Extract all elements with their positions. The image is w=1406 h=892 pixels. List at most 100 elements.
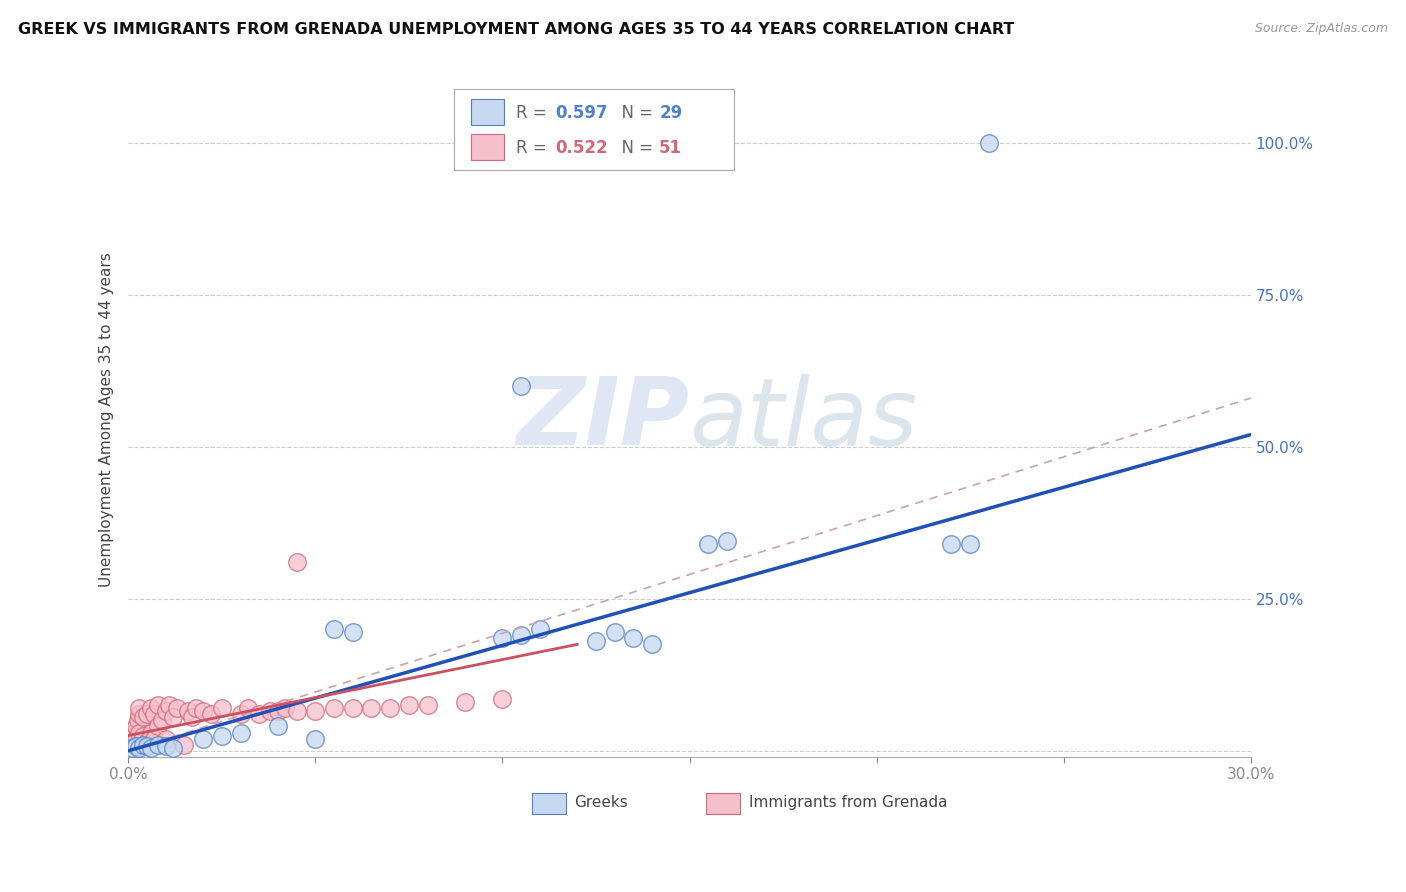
Point <box>342 625 364 640</box>
Point <box>125 731 148 746</box>
Point <box>211 701 233 715</box>
Text: ZIP: ZIP <box>516 374 689 466</box>
Point <box>139 740 162 755</box>
Point <box>977 136 1000 150</box>
Point <box>274 701 297 715</box>
Point <box>180 710 202 724</box>
Point <box>136 734 159 748</box>
Point <box>603 625 626 640</box>
Point <box>360 701 382 715</box>
Point <box>148 738 170 752</box>
Point <box>267 704 290 718</box>
Point <box>941 537 963 551</box>
Point <box>304 704 326 718</box>
Point <box>122 725 145 739</box>
Point <box>148 698 170 713</box>
Bar <box>533 793 567 814</box>
Text: N =: N = <box>612 103 658 122</box>
Point <box>641 637 664 651</box>
Point <box>529 622 551 636</box>
Point <box>229 707 252 722</box>
Point <box>121 740 143 755</box>
Point <box>716 534 738 549</box>
Point <box>148 719 170 733</box>
Point <box>380 701 402 715</box>
Point <box>259 704 281 718</box>
Point <box>621 632 644 646</box>
Point <box>491 632 513 646</box>
Point <box>229 725 252 739</box>
Point <box>454 695 477 709</box>
Point <box>491 692 513 706</box>
Text: Greeks: Greeks <box>574 796 627 810</box>
Point <box>342 701 364 715</box>
Point <box>155 731 177 746</box>
Point <box>166 701 188 715</box>
Point <box>416 698 439 713</box>
Point <box>959 537 981 551</box>
Text: GREEK VS IMMIGRANTS FROM GRENADA UNEMPLOYMENT AMONG AGES 35 TO 44 YEARS CORRELAT: GREEK VS IMMIGRANTS FROM GRENADA UNEMPLO… <box>18 22 1015 37</box>
Text: 51: 51 <box>659 139 682 157</box>
Bar <box>706 793 740 814</box>
Text: 0.522: 0.522 <box>555 139 607 157</box>
Point <box>121 723 143 737</box>
Point <box>697 537 720 551</box>
Text: Source: ZipAtlas.com: Source: ZipAtlas.com <box>1254 22 1388 36</box>
Text: R =: R = <box>516 103 551 122</box>
Text: 29: 29 <box>659 103 682 122</box>
Text: atlas: atlas <box>689 374 918 465</box>
Point <box>173 738 195 752</box>
Point <box>236 701 259 715</box>
Bar <box>471 134 505 160</box>
Point <box>247 707 270 722</box>
Point <box>191 731 214 746</box>
Point <box>127 714 149 728</box>
Text: R =: R = <box>516 139 551 157</box>
Point <box>285 704 308 718</box>
FancyBboxPatch shape <box>454 88 734 169</box>
Point <box>191 704 214 718</box>
Point <box>139 725 162 739</box>
Point <box>128 740 150 755</box>
Point <box>132 729 155 743</box>
Point <box>157 698 180 713</box>
Point <box>125 719 148 733</box>
Point <box>121 734 143 748</box>
Text: Immigrants from Grenada: Immigrants from Grenada <box>749 796 948 810</box>
Point <box>143 707 166 722</box>
Y-axis label: Unemployment Among Ages 35 to 44 years: Unemployment Among Ages 35 to 44 years <box>100 252 114 587</box>
Point <box>184 701 207 715</box>
Point <box>510 379 533 393</box>
Bar <box>471 99 505 125</box>
Point <box>155 704 177 718</box>
Point <box>211 729 233 743</box>
Text: 0.597: 0.597 <box>555 103 607 122</box>
Point <box>323 622 346 636</box>
Point <box>285 555 308 569</box>
Point <box>132 738 155 752</box>
Point <box>304 731 326 746</box>
Text: N =: N = <box>612 139 658 157</box>
Point <box>125 739 148 753</box>
Point <box>510 628 533 642</box>
Point <box>139 701 162 715</box>
Point <box>136 707 159 722</box>
Point <box>162 710 184 724</box>
Point <box>150 714 173 728</box>
Point <box>128 701 150 715</box>
Point <box>267 719 290 733</box>
Point <box>200 707 222 722</box>
Point <box>323 701 346 715</box>
Point <box>143 731 166 746</box>
Point <box>162 740 184 755</box>
Point <box>121 729 143 743</box>
Point <box>398 698 420 713</box>
Point <box>128 707 150 722</box>
Point <box>585 634 607 648</box>
Point <box>132 710 155 724</box>
Point <box>120 731 142 746</box>
Point <box>177 704 200 718</box>
Point <box>128 725 150 739</box>
Point <box>155 739 177 753</box>
Point <box>136 739 159 753</box>
